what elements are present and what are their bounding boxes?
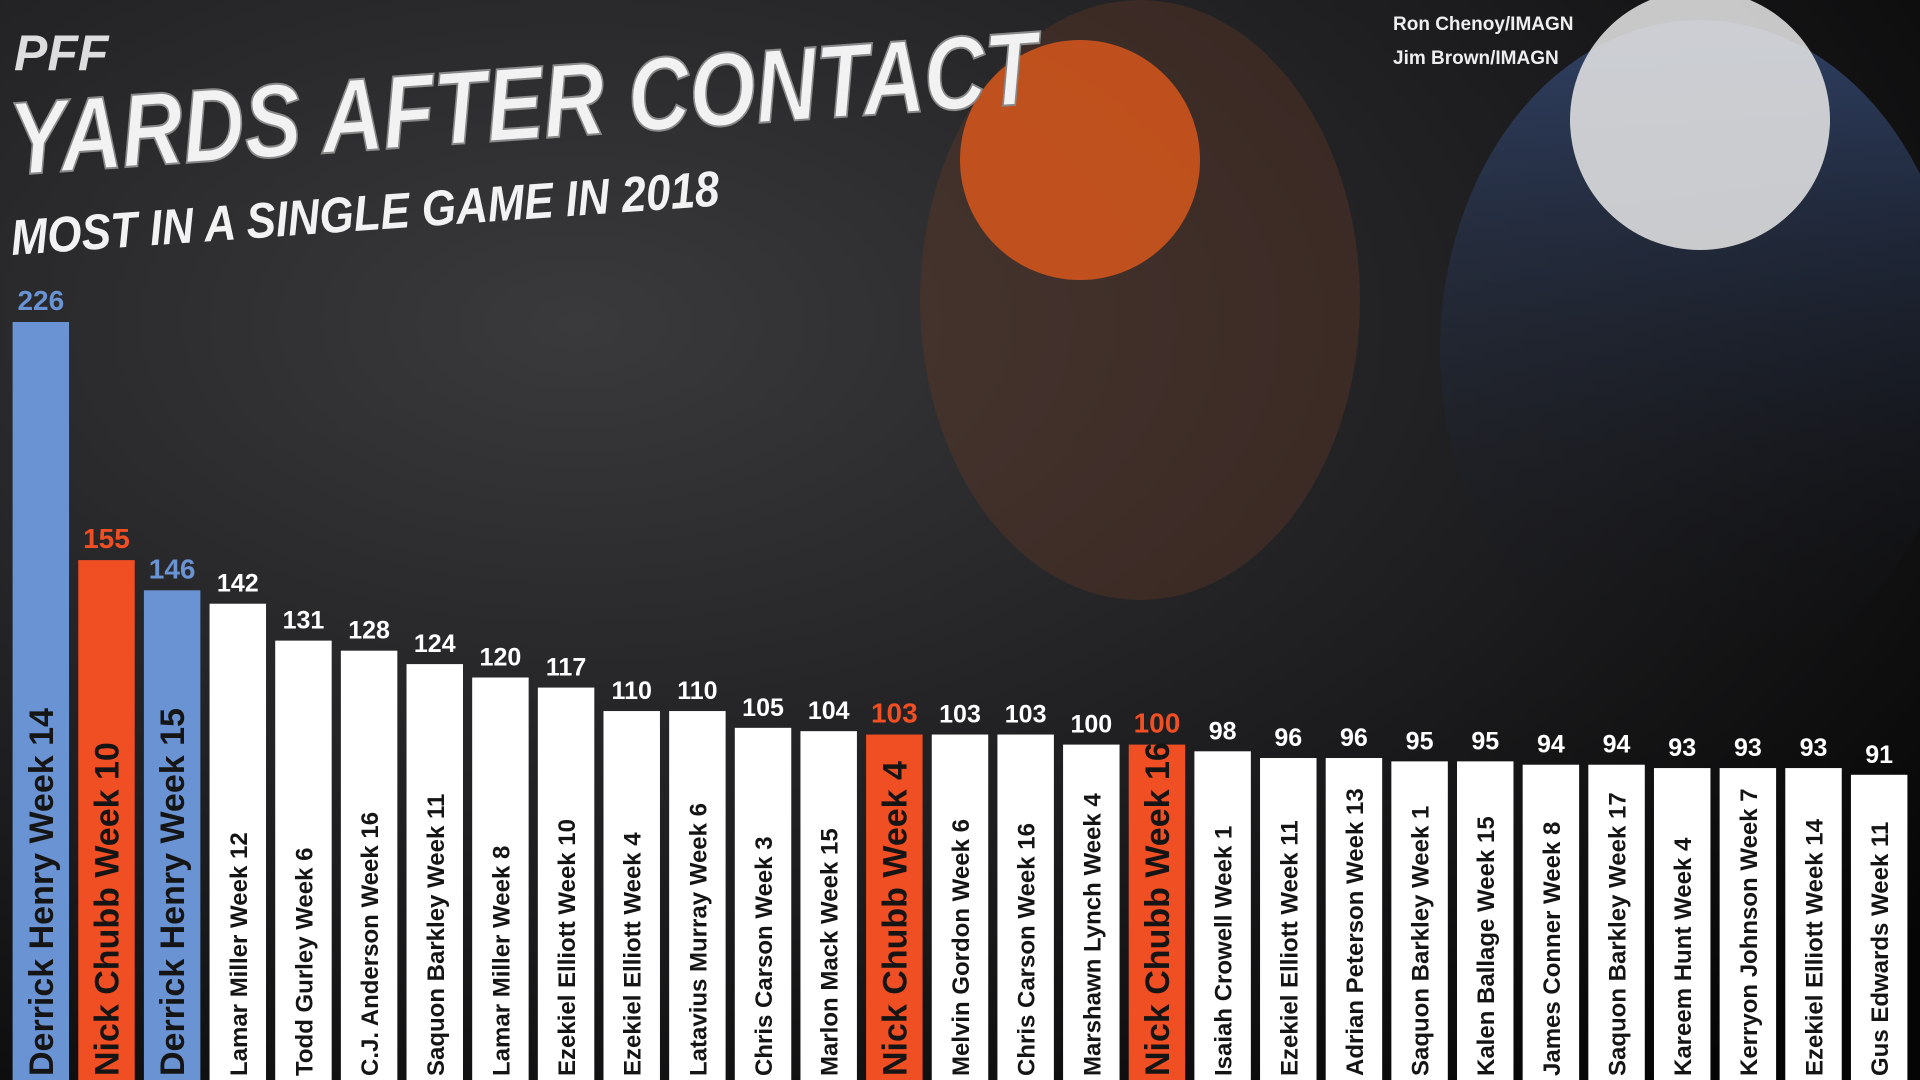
value-label: 128: [348, 617, 390, 645]
category-label: Marshawn Lynch Week 4: [1079, 793, 1106, 1076]
category-label: Melvin Gordon Week 6: [948, 819, 975, 1076]
value-label: 103: [939, 701, 981, 729]
category-label: Chris Carson Week 16: [1014, 823, 1041, 1076]
bar: [1194, 751, 1251, 1080]
bar: [1391, 761, 1448, 1080]
bar: [669, 711, 726, 1080]
value-label: 110: [612, 677, 652, 705]
category-label: Nick Chubb Week 16: [1139, 742, 1177, 1076]
value-label: 93: [1734, 734, 1762, 762]
bar: [1653, 768, 1711, 1080]
value-label: 100: [1134, 708, 1181, 739]
bar: [800, 731, 857, 1080]
category-label: Lamar Miller Week 8: [488, 846, 515, 1076]
bar: [734, 727, 792, 1080]
value-label: 96: [1274, 724, 1302, 752]
bar: [1719, 768, 1777, 1080]
bar: [931, 734, 989, 1080]
category-label: Nick Chubb Week 10: [88, 742, 126, 1076]
category-label: Lamar Miller Week 12: [226, 832, 253, 1076]
bar: [406, 664, 463, 1080]
value-label: 124: [414, 630, 456, 658]
value-label: 155: [83, 523, 130, 554]
category-label: Saquon Barkley Week 1: [1408, 806, 1435, 1076]
bar: [275, 640, 332, 1080]
category-label: Latavius Murray Week 6: [685, 803, 712, 1076]
category-label: James Conner Week 8: [1539, 822, 1566, 1076]
category-label: Todd Gurley Week 6: [291, 847, 318, 1076]
value-label: 91: [1865, 741, 1893, 769]
category-label: Isaiah Crowell Week 1: [1211, 826, 1238, 1076]
bar: [1457, 761, 1514, 1080]
value-label: 105: [742, 694, 784, 722]
value-label: 93: [1668, 734, 1696, 762]
value-label: 110: [677, 677, 717, 705]
bar: [1522, 764, 1580, 1080]
bar: [340, 650, 398, 1080]
category-label: Ezekiel Elliott Week 4: [620, 832, 647, 1076]
category-label: Saquon Barkley Week 11: [423, 794, 450, 1076]
value-label: 93: [1800, 734, 1828, 762]
category-label: Kalen Ballage Week 15: [1473, 816, 1500, 1076]
bar: [603, 711, 660, 1080]
photo-credit: Jim Brown/IMAGN: [1393, 48, 1559, 69]
category-label: Gus Edwards Week 11: [1867, 822, 1894, 1076]
category-label: Saquon Barkley Week 17: [1605, 792, 1632, 1076]
value-label: 95: [1406, 727, 1434, 755]
value-label: 98: [1209, 717, 1237, 745]
category-label: Kareem Hunt Week 4: [1670, 837, 1697, 1076]
category-label: C.J. Anderson Week 16: [357, 812, 384, 1076]
value-label: 120: [480, 644, 522, 672]
value-label: 146: [149, 553, 196, 584]
value-label: 117: [546, 654, 586, 682]
bar: [209, 603, 267, 1080]
value-label: 94: [1537, 731, 1565, 759]
value-label: 100: [1070, 711, 1112, 739]
category-label: Derrick Henry Week 14: [23, 708, 61, 1076]
bar: [1260, 758, 1317, 1080]
bar: [1063, 744, 1120, 1080]
category-label: Ezekiel Elliott Week 11: [1276, 820, 1303, 1076]
bar: [537, 687, 595, 1080]
value-label: 104: [808, 697, 850, 725]
value-label: 103: [871, 698, 918, 729]
category-label: Adrian Peterson Week 13: [1342, 788, 1369, 1076]
bar: [997, 734, 1054, 1080]
logo: PFF: [14, 25, 110, 81]
category-label: Ezekiel Elliott Week 14: [1802, 818, 1829, 1076]
category-label: Ezekiel Elliott Week 10: [554, 819, 581, 1076]
bar: [1588, 764, 1645, 1080]
category-label: Marlon Mack Week 15: [817, 828, 844, 1076]
value-label: 94: [1603, 731, 1631, 759]
bar: [78, 560, 135, 1080]
value-label: 103: [1005, 701, 1047, 729]
value-label: 95: [1471, 727, 1499, 755]
bar: [1850, 774, 1908, 1080]
bar: [143, 590, 201, 1080]
category-label: Nick Chubb Week 4: [876, 761, 914, 1076]
bar: [1128, 744, 1186, 1080]
bar: [12, 321, 70, 1080]
value-label: 226: [17, 285, 64, 316]
category-label: Derrick Henry Week 15: [154, 708, 192, 1076]
bar: [1785, 768, 1842, 1080]
photo-credit: Ron Chenoy/IMAGN: [1393, 14, 1574, 35]
value-label: 96: [1340, 724, 1368, 752]
value-label: 131: [283, 607, 325, 635]
category-label: Kerryon Johnson Week 7: [1736, 788, 1763, 1076]
player-photo: [920, 0, 1920, 680]
bar: [866, 734, 923, 1080]
bar: [1325, 758, 1383, 1080]
bar: [472, 677, 529, 1080]
category-label: Chris Carson Week 3: [751, 836, 778, 1076]
value-label: 142: [217, 570, 259, 598]
